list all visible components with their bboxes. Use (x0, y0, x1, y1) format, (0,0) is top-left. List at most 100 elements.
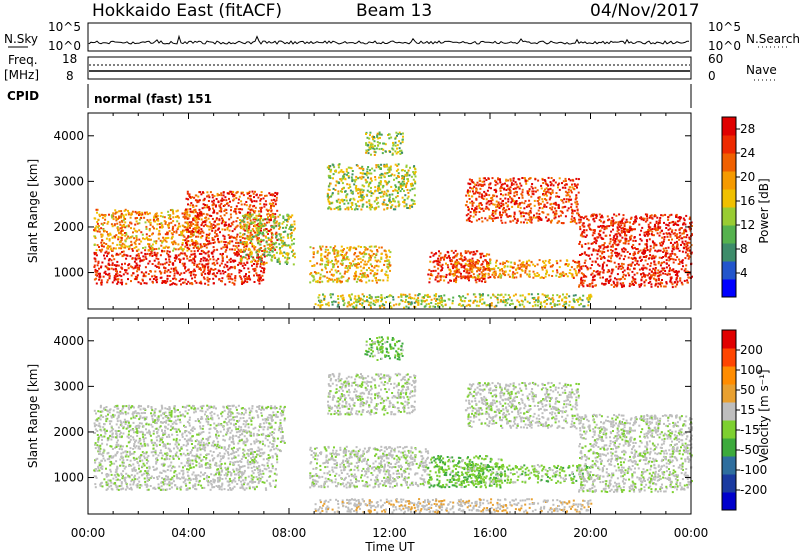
data-cell (147, 262, 150, 265)
data-cell (274, 200, 277, 203)
data-cell (274, 203, 277, 206)
data-cell (676, 223, 679, 226)
data-cell (526, 260, 528, 263)
data-cell (466, 190, 469, 193)
data-cell (660, 244, 663, 247)
data-cell (544, 182, 547, 185)
data-cell (193, 260, 196, 263)
data-cell (538, 215, 541, 218)
data-cell (111, 281, 114, 284)
data-cell (125, 213, 128, 216)
data-cell (332, 266, 335, 269)
data-cell (226, 261, 229, 264)
data-cell (382, 193, 385, 196)
data-cell (224, 283, 227, 286)
data-cell (108, 268, 111, 271)
data-cell (562, 222, 565, 225)
data-cell (521, 265, 524, 268)
data-cell (495, 206, 498, 209)
data-cell (99, 275, 102, 278)
data-cell (330, 273, 333, 276)
data-cell (250, 253, 253, 256)
data-cell (349, 246, 352, 249)
data-cell (118, 274, 121, 277)
data-cell (376, 250, 379, 253)
data-cell (639, 249, 642, 252)
data-cell (511, 199, 514, 202)
data-cell (258, 243, 261, 246)
data-cell (622, 284, 625, 287)
data-cell (205, 216, 208, 219)
data-cell (339, 262, 342, 265)
data-cell (165, 281, 168, 284)
data-cell (495, 181, 498, 184)
data-cell (551, 189, 554, 192)
data-cell (286, 257, 289, 259)
data-cell (521, 262, 524, 265)
data-cell (522, 221, 525, 224)
data-cell (667, 218, 670, 221)
data-cell (477, 262, 479, 265)
data-cell (484, 192, 487, 195)
data-cell (235, 197, 238, 200)
data-cell (246, 278, 249, 281)
data-cell (205, 263, 208, 266)
data-cell (370, 203, 373, 206)
data-cell (244, 275, 247, 278)
data-cell (375, 196, 378, 199)
data-cell (124, 218, 127, 220)
data-cell (336, 277, 339, 280)
data-cell (378, 246, 381, 249)
data-cell (189, 255, 192, 258)
data-cell (496, 182, 499, 185)
data-cell (254, 225, 257, 228)
data-cell (630, 264, 633, 267)
data-cell (625, 218, 628, 221)
data-cell (681, 262, 684, 265)
data-cell (96, 208, 99, 211)
data-cell (581, 252, 584, 255)
data-cell (186, 221, 189, 224)
data-cell (147, 273, 150, 275)
data-cell (208, 242, 211, 245)
data-cell (239, 208, 242, 211)
data-cell (487, 273, 490, 276)
data-cell (329, 177, 332, 179)
data-cell (164, 262, 166, 265)
data-cell (548, 274, 551, 277)
data-cell (173, 247, 176, 250)
data-cell (239, 222, 242, 224)
data-cell (143, 274, 146, 277)
data-cell (116, 272, 119, 275)
data-cell (202, 271, 205, 274)
data-cell (566, 265, 569, 267)
data-cell (351, 178, 354, 181)
data-cell (190, 250, 193, 253)
data-cell (522, 261, 525, 264)
data-cell (215, 259, 218, 262)
data-cell (340, 169, 343, 172)
data-cell (257, 239, 260, 242)
data-cell (221, 277, 224, 280)
data-cell (525, 265, 528, 268)
data-cell (112, 255, 114, 258)
data-cell (357, 192, 360, 195)
data-cell (561, 206, 564, 209)
data-cell (272, 214, 274, 217)
data-cell (640, 273, 642, 276)
data-cell (187, 235, 190, 238)
data-cell (570, 272, 573, 275)
data-cell (174, 248, 177, 251)
data-cell (627, 256, 630, 259)
data-cell (135, 258, 138, 261)
data-cell (650, 262, 653, 265)
data-cell (264, 200, 267, 203)
data-cell (589, 257, 592, 260)
data-cell (479, 267, 482, 270)
data-cell (547, 176, 550, 179)
data-cell (312, 276, 315, 279)
data-cell (370, 177, 373, 180)
data-cell (408, 207, 411, 210)
data-cell (368, 141, 371, 144)
data-cell (234, 237, 237, 239)
